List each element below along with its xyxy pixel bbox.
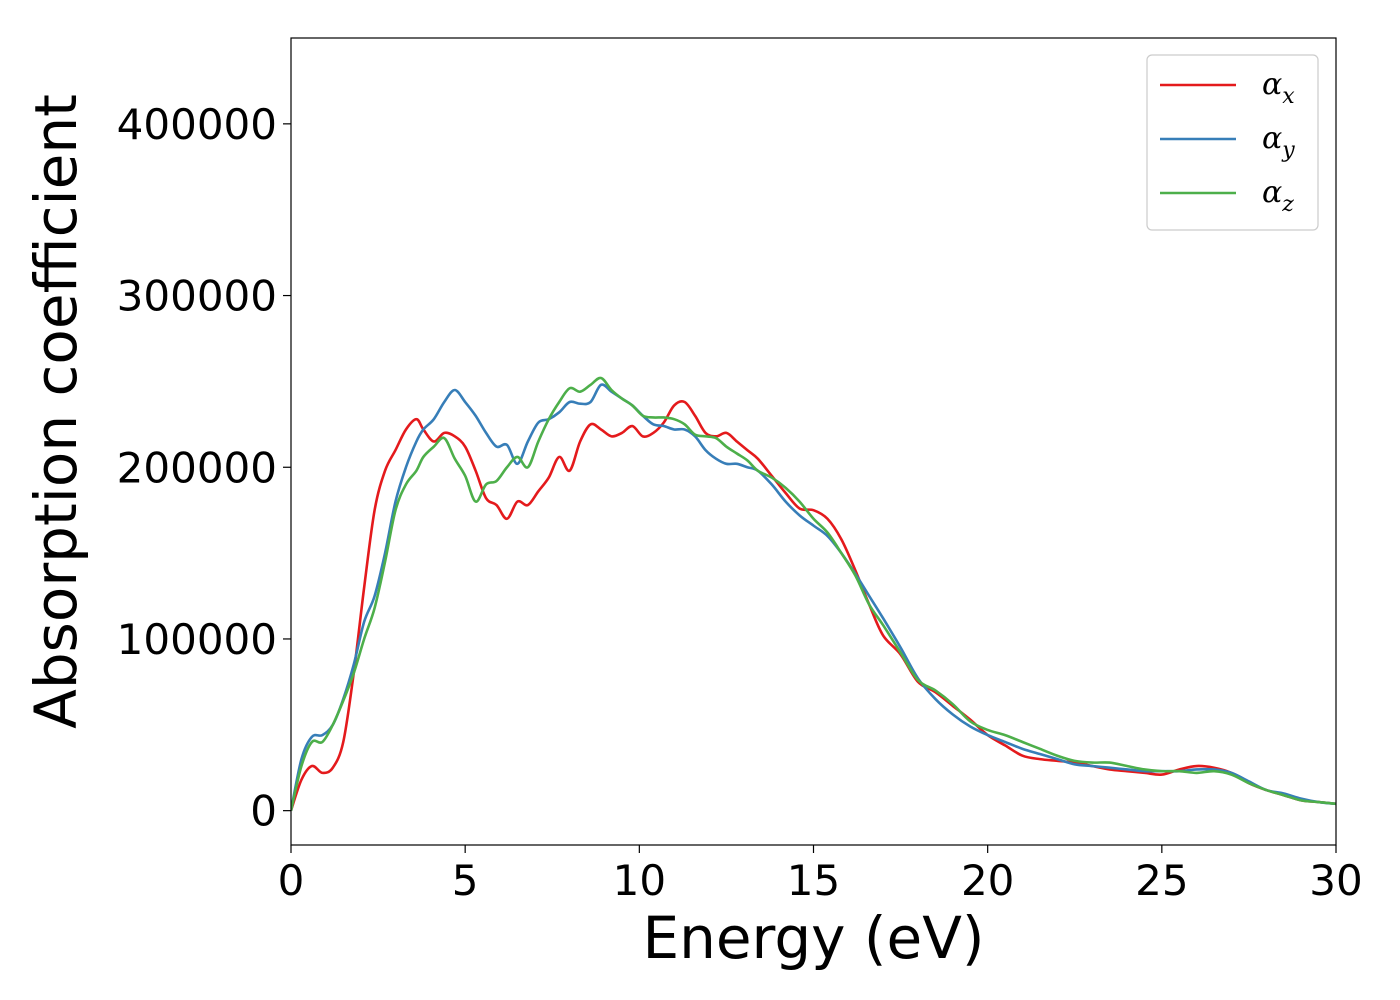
- legend-label-main: α: [1262, 67, 1282, 102]
- y-tick-label: 400000: [117, 100, 277, 149]
- legend-label-subscript: x: [1282, 84, 1295, 109]
- legend-label-z: αz: [1262, 175, 1294, 217]
- y-tick-label: 100000: [117, 615, 277, 664]
- x-tick-label: 25: [1135, 856, 1188, 905]
- legend-label-subscript: z: [1281, 192, 1294, 217]
- y-tick-label: 200000: [117, 443, 277, 492]
- legend-label-x: αx: [1262, 67, 1295, 109]
- legend-box: [1146, 54, 1319, 231]
- y-axis-title: Absorption coefficient: [22, 94, 90, 729]
- y-tick-label: 300000: [117, 272, 277, 321]
- series-line-y: [291, 383, 1336, 811]
- legend-label-main: α: [1262, 175, 1282, 210]
- y-axis-ticks: 0 100000 200000 300000 400000: [117, 100, 291, 836]
- series-line-x: [291, 400, 1336, 812]
- y-tick-label: 0: [250, 787, 277, 836]
- x-tick-label: 5: [452, 856, 479, 905]
- series-line-z: [291, 376, 1336, 811]
- legend-label-main: α: [1262, 121, 1282, 156]
- legend-label-y: αy: [1262, 121, 1295, 163]
- x-tick-label: 15: [787, 856, 840, 905]
- x-axis-ticks: 0 5 10 15 20 25 30: [278, 845, 1363, 905]
- x-tick-label: 0: [278, 856, 305, 905]
- series-layer: [291, 376, 1336, 812]
- legend-label-subscript: y: [1281, 138, 1295, 163]
- x-axis-title: Energy (eV): [642, 904, 984, 972]
- x-tick-label: 30: [1309, 856, 1362, 905]
- x-tick-label: 20: [961, 856, 1014, 905]
- x-tick-label: 10: [613, 856, 666, 905]
